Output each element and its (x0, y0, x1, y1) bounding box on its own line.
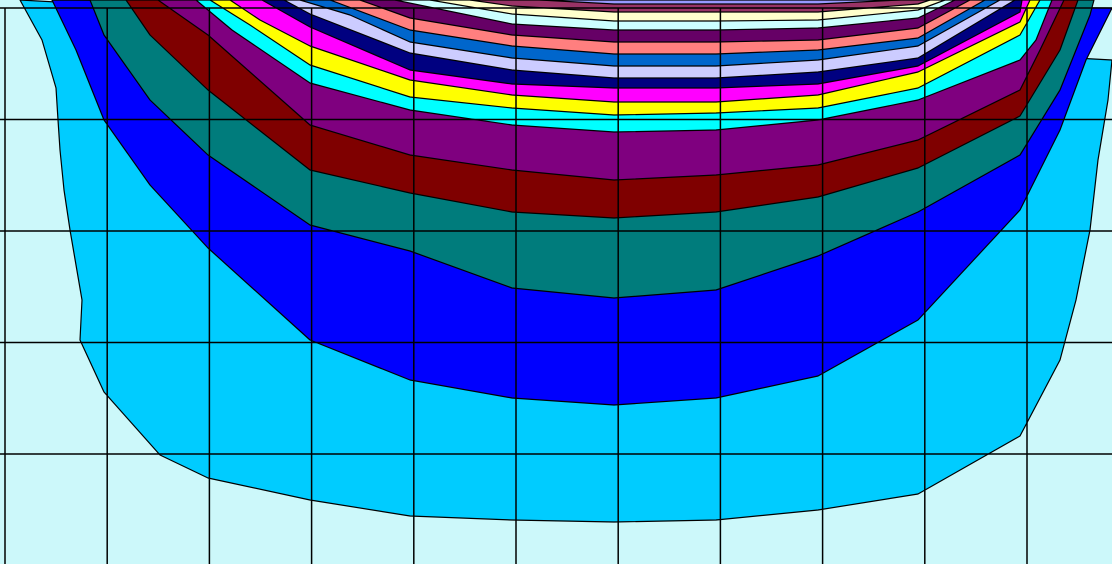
contour-band-17 (539, 0, 901, 5)
